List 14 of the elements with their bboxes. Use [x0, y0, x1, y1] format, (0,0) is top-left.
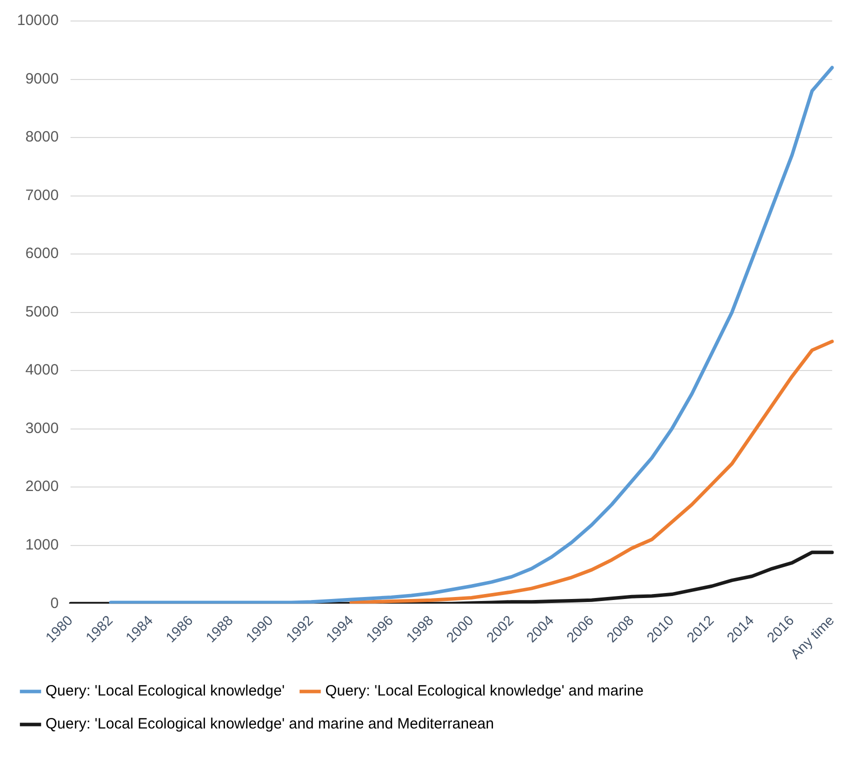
legend-label: Query: 'Local Ecological knowledge' and marine and Mediterranean: [46, 716, 494, 733]
y-tick-label: 9000: [25, 70, 59, 88]
y-tick-label: 0: [50, 594, 59, 612]
y-tick-label: 7000: [25, 186, 59, 204]
y-tick-label: 10000: [16, 12, 59, 30]
y-tick-label: 1000: [25, 536, 59, 554]
y-tick-label: 3000: [25, 420, 59, 437]
y-tick-label: 5000: [25, 303, 59, 320]
y-tick-label: 6000: [25, 245, 59, 262]
y-tick-label: 4000: [25, 362, 59, 379]
y-tick-label: 8000: [25, 128, 59, 146]
legend-label: Query: 'Local Ecological knowledge': [46, 682, 285, 700]
legend-label: Query: 'Local Ecological knowledge' and marine: [325, 682, 644, 700]
y-tick-label: 2000: [25, 478, 59, 496]
